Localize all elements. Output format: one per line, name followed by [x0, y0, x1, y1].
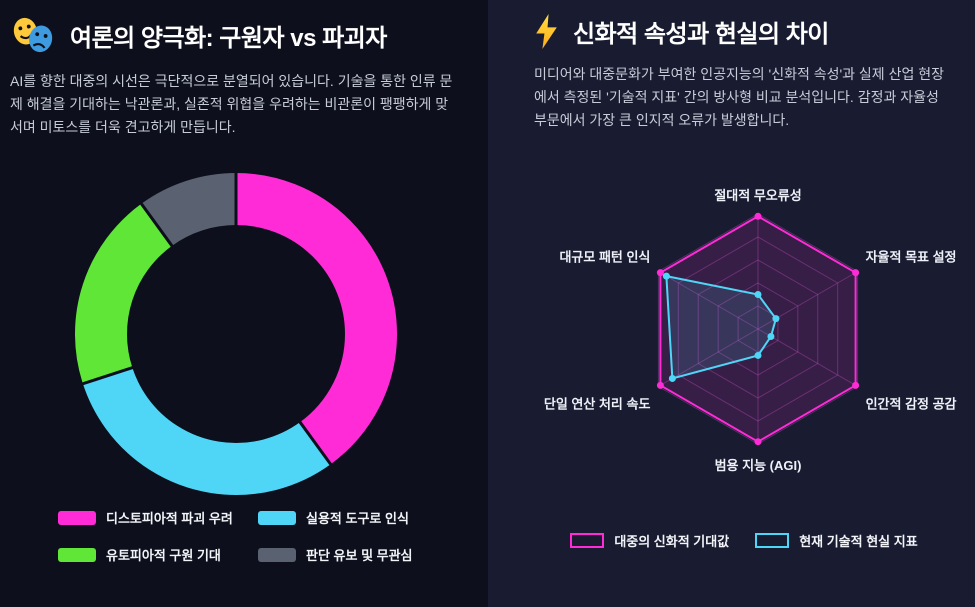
- radar-axis-label: 자율적 목표 설정: [866, 250, 957, 265]
- radar-point: [754, 438, 762, 446]
- theater-masks-icon: [10, 14, 56, 56]
- radar-point: [772, 315, 780, 323]
- radar-point: [754, 213, 762, 221]
- radar-title: 신화적 속성과 현실의 차이: [573, 21, 829, 48]
- legend-item-undecided: 판단 유보 및 무관심: [258, 545, 458, 564]
- legend-label: 현재 기술적 현실 지표: [799, 534, 918, 550]
- radar-point: [668, 375, 676, 383]
- radar-grid-ring: [677, 236, 839, 423]
- donut-legend: 디스토피아적 파괴 우려 실용적 도구로 인식 유토피아적 구원 기대 판단 유…: [58, 508, 474, 564]
- radar-header: 신화적 속성과 현실의 차이: [534, 14, 961, 49]
- radar-point: [852, 382, 860, 390]
- radar-grid-ring: [697, 259, 819, 400]
- donut-chart-area: [66, 164, 406, 504]
- legend-label: 실용적 도구로 인식: [306, 511, 409, 527]
- legend-box-magenta: [570, 533, 605, 549]
- donut-separator: [297, 420, 334, 468]
- opinion-title: 여론의 양극화: 구원자 vs 파괴자: [70, 24, 387, 52]
- radar-description: 미디어와 대중문화가 부여한 인공지능의 '신화적 속성'과 실제 산업 현장에…: [534, 66, 944, 128]
- opinion-polarization-panel: 여론의 양극화: 구원자 vs 파괴자 AI를 향한 대중의 시선은 극단적으로…: [10, 14, 474, 564]
- legend-label: 대중의 신화적 기대값: [614, 534, 730, 550]
- radar-axis-label: 단일 연산 처리 속도: [544, 397, 651, 412]
- myth-vs-reality-panel: 신화적 속성과 현실의 차이 미디어와 대중문화가 부여한 인공지능의 '신화적…: [488, 0, 975, 607]
- legend-item-mythic: 대중의 신화적 기대값: [570, 531, 729, 550]
- lightning-icon: [534, 14, 559, 49]
- legend-swatch-green: [58, 547, 96, 562]
- legend-item-utopia: 유토피아적 구원 기대: [58, 545, 258, 564]
- radar-point: [852, 269, 860, 277]
- radar-axis-label: 대규모 패턴 인식: [559, 250, 650, 265]
- radar-spoke: [658, 271, 759, 330]
- legend-swatch-magenta: [58, 510, 96, 525]
- legend-item-practical: 실용적 도구로 인식: [258, 508, 458, 527]
- opinion-description: AI를 향한 대중의 시선은 극단적으로 분열되어 있습니다. 기술을 통한 인…: [10, 73, 453, 135]
- legend-label: 디스토피아적 파괴 우려: [106, 511, 233, 527]
- legend-box-cyan: [755, 533, 790, 549]
- legend-swatch-cyan: [258, 510, 296, 525]
- legend-label: 판단 유보 및 무관심: [306, 548, 413, 564]
- legend-item-dystopia: 디스토피아적 파괴 우려: [58, 508, 258, 527]
- donut-separator: [80, 366, 135, 387]
- radar-axis-label: 절대적 무오류성: [714, 188, 801, 203]
- radar-spoke: [757, 329, 858, 388]
- radar-point: [662, 273, 670, 281]
- legend-swatch-gray: [258, 547, 296, 562]
- legend-item-reality: 현재 기술적 현실 지표: [755, 531, 918, 550]
- radar-grid-ring: [717, 282, 799, 377]
- radar-axis-label: 인간적 감정 공감: [866, 397, 957, 412]
- legend-label: 유토피아적 구원 기대: [106, 548, 221, 564]
- radar-legend: 대중의 신화적 기대값 현재 기술적 현실 지표: [534, 531, 954, 550]
- opinion-header: 여론의 양극화: 구원자 vs 파괴자: [10, 14, 474, 56]
- radar-axis-label: 범용 지능 (AGI): [715, 458, 802, 473]
- radar-point: [767, 333, 775, 341]
- donut-separator: [138, 201, 175, 249]
- radar-point: [656, 269, 664, 277]
- radar-point: [754, 352, 762, 360]
- radar-point: [754, 291, 762, 299]
- radar-point: [656, 382, 664, 390]
- donut-chart: [75, 171, 397, 496]
